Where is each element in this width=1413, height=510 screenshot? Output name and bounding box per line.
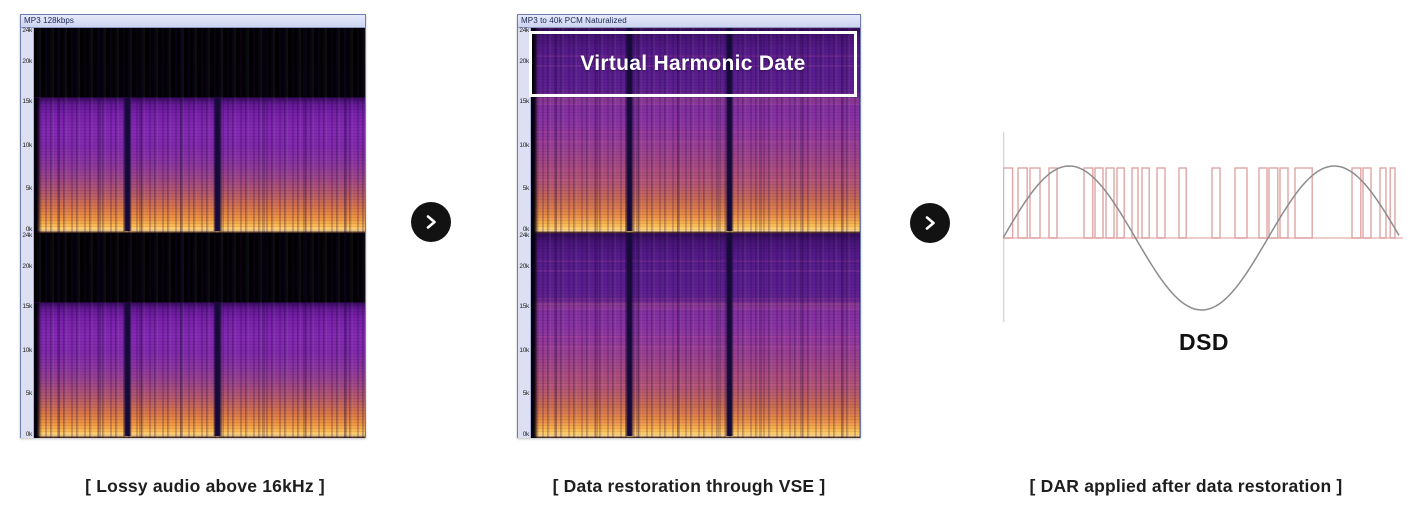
dsd-pulse bbox=[1234, 167, 1248, 239]
spectral-gap bbox=[725, 233, 735, 436]
dsd-pulse bbox=[1105, 167, 1115, 239]
window-title: MP3 to 40k PCM Naturalized bbox=[521, 16, 627, 25]
spectrogram-area bbox=[34, 28, 365, 438]
window-titlebar: MP3 128kbps bbox=[21, 15, 365, 28]
dsd-pulse bbox=[1258, 167, 1268, 239]
dsd-pulse bbox=[1379, 167, 1387, 239]
axis-tick-label: 20k bbox=[519, 57, 529, 65]
dsd-pulse bbox=[1362, 167, 1372, 239]
dsd-pulse bbox=[1083, 167, 1094, 239]
virtual-harmonic-annotation-box: Virtual Harmonic Date bbox=[529, 31, 857, 97]
axis-tick-label: 24k bbox=[519, 26, 529, 34]
spectral-gap bbox=[123, 97, 133, 231]
frequency-axis: 24k 20k 15k 10k 5k 0k 24k 20k 15k 10k 5k 0k bbox=[21, 26, 34, 438]
axis-tick-label: 15k bbox=[22, 302, 32, 310]
window-title: MP3 128kbps bbox=[24, 16, 75, 25]
axis-tick-label: 10k bbox=[519, 346, 529, 354]
spectral-gap bbox=[123, 302, 133, 436]
spectrogram-window-restored: MP3 to 40k PCM Naturalized 24k 20k 15k 10k 5… bbox=[517, 14, 861, 438]
spectrogram-body: 24k 20k 15k 10k 5k 0k 24k 20k 15k 10k 5k 0k bbox=[518, 26, 860, 438]
axis-tick-label: 10k bbox=[519, 141, 529, 149]
spectrogram-body: 24k 20k 15k 10k 5k 0k 24k 20k 15k 10k 5k 0k bbox=[21, 26, 365, 438]
dsd-pulse bbox=[1211, 167, 1221, 239]
dsd-pulse bbox=[1178, 167, 1187, 239]
dsd-pulse bbox=[1141, 167, 1150, 239]
axis-tick-label: 15k bbox=[519, 302, 529, 310]
spectrogram-channel-right bbox=[531, 233, 860, 438]
axis-tick-label: 5k bbox=[522, 184, 530, 192]
axis-tick-label: 24k bbox=[22, 26, 32, 34]
dsd-pulse bbox=[1389, 167, 1396, 239]
spectral-edge bbox=[34, 302, 42, 438]
axis-tick-label: 0k bbox=[522, 225, 530, 233]
axis-tick-label: 24k bbox=[22, 231, 32, 239]
dsd-pulse bbox=[1048, 167, 1058, 239]
spectral-gap bbox=[624, 28, 634, 231]
axis-tick-label: 20k bbox=[22, 262, 32, 270]
dsd-pulse bbox=[1279, 167, 1289, 239]
dsd-pulse bbox=[1029, 167, 1041, 239]
axis-tick-label: 5k bbox=[522, 389, 530, 397]
caption-lossy: [ Lossy audio above 16kHz ] bbox=[85, 476, 325, 496]
chevron-right-icon bbox=[925, 216, 935, 230]
axis-tick-label: 20k bbox=[519, 262, 529, 270]
caption-dsd: [ DAR applied after data restoration ] bbox=[1029, 476, 1343, 496]
dsd-pulse bbox=[1131, 167, 1139, 239]
spectral-gap bbox=[212, 302, 222, 436]
spectrogram-channel-left bbox=[34, 28, 365, 233]
dsd-pulse bbox=[1094, 167, 1104, 239]
dsd-pulse bbox=[1351, 167, 1362, 239]
next-step-arrow-button[interactable] bbox=[910, 203, 950, 243]
axis-tick-label: 20k bbox=[22, 57, 32, 65]
axis-tick-label: 0k bbox=[25, 225, 33, 233]
spectrogram-channel-right bbox=[34, 233, 365, 438]
dsd-pulse bbox=[1156, 167, 1166, 239]
spectral-gap bbox=[624, 233, 634, 436]
axis-tick-label: 24k bbox=[519, 231, 529, 239]
spectral-gap bbox=[725, 28, 735, 231]
spectral-gap bbox=[212, 97, 222, 231]
axis-tick-label: 5k bbox=[25, 389, 33, 397]
dsd-pulse bbox=[1017, 167, 1028, 239]
axis-tick-label: 10k bbox=[22, 141, 32, 149]
dsd-pulse bbox=[1116, 167, 1125, 239]
virtual-harmonic-label: Virtual Harmonic Date bbox=[580, 52, 806, 75]
chevron-right-icon bbox=[426, 215, 436, 229]
spectral-edge bbox=[531, 28, 539, 233]
spectrogram-window-lossy: MP3 128kbps 24k 20k 15k 10k 5k 0k 24k 20k 15k 10k… bbox=[20, 14, 366, 438]
spectral-edge bbox=[531, 233, 539, 438]
dsd-waveform-figure bbox=[1003, 132, 1403, 322]
axis-tick-label: 15k bbox=[519, 97, 529, 105]
caption-restored: [ Data restoration through VSE ] bbox=[552, 476, 826, 496]
axis-tick-label: 5k bbox=[25, 184, 33, 192]
window-titlebar: MP3 to 40k PCM Naturalized bbox=[518, 15, 860, 28]
dsd-pulse bbox=[1003, 167, 1014, 239]
axis-tick-label: 10k bbox=[22, 346, 32, 354]
next-step-arrow-button[interactable] bbox=[411, 202, 451, 242]
spectrogram-channel-left bbox=[531, 28, 860, 233]
sine-wave bbox=[1003, 165, 1400, 311]
dsd-label: DSD bbox=[1178, 329, 1230, 355]
axis-tick-label: 15k bbox=[22, 97, 32, 105]
dsd-pulse bbox=[1268, 167, 1279, 239]
axis-tick-label: 0k bbox=[522, 430, 530, 438]
spectral-edge bbox=[34, 97, 42, 233]
dsd-pulse bbox=[1294, 167, 1313, 239]
frequency-axis: 24k 20k 15k 10k 5k 0k 24k 20k 15k 10k 5k 0k bbox=[518, 26, 531, 438]
spectrogram-area bbox=[531, 28, 860, 438]
axis-tick-label: 0k bbox=[25, 430, 33, 438]
